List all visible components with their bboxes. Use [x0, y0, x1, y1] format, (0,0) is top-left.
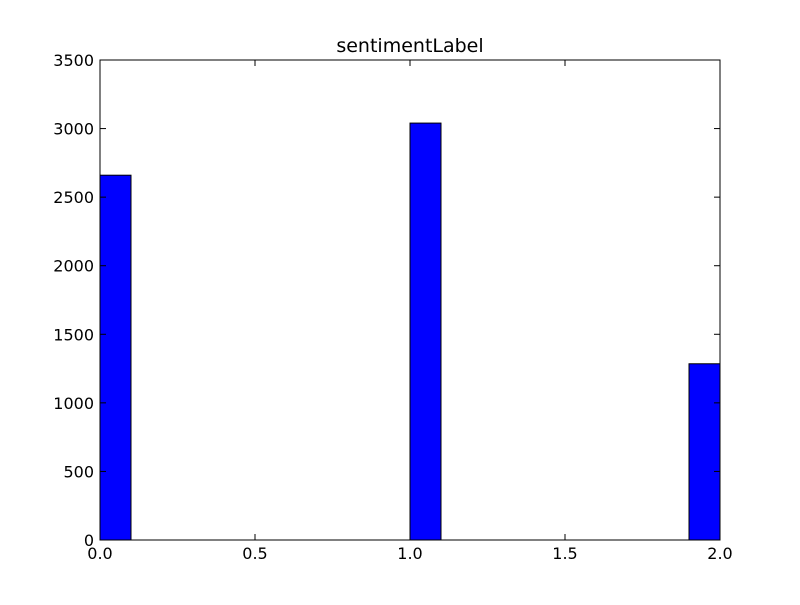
x-tick-label-2: 1.0 [397, 544, 422, 563]
histogram-bar-2 [688, 363, 721, 541]
y-tick-label-1: 500 [63, 462, 94, 481]
y-tick-label-6: 3000 [53, 120, 94, 139]
y-tick-label-2: 1000 [53, 394, 94, 413]
chart-title: sentimentLabel [336, 35, 483, 57]
y-tick-label-4: 2000 [53, 257, 94, 276]
x-tick-label-4: 2.0 [707, 544, 732, 563]
y-tick-label-3: 1500 [53, 325, 94, 344]
x-tick-label-1: 0.5 [242, 544, 267, 563]
x-tick-label-0: 0.0 [87, 544, 112, 563]
plot-frame [99, 59, 721, 541]
histogram-bar-0 [99, 174, 132, 541]
histogram-bar-1 [409, 122, 442, 541]
x-tick-label-3: 1.5 [552, 544, 577, 563]
y-tick-label-5: 2500 [53, 188, 94, 207]
y-tick-label-0: 0 [84, 531, 94, 550]
bars-layer [99, 122, 721, 541]
y-tick-label-7: 3500 [53, 51, 94, 70]
ticks-layer: 0.0 0.5 1.0 1.5 2.0 0 500 1000 1500 2000 2500 3000 3… [53, 51, 732, 563]
